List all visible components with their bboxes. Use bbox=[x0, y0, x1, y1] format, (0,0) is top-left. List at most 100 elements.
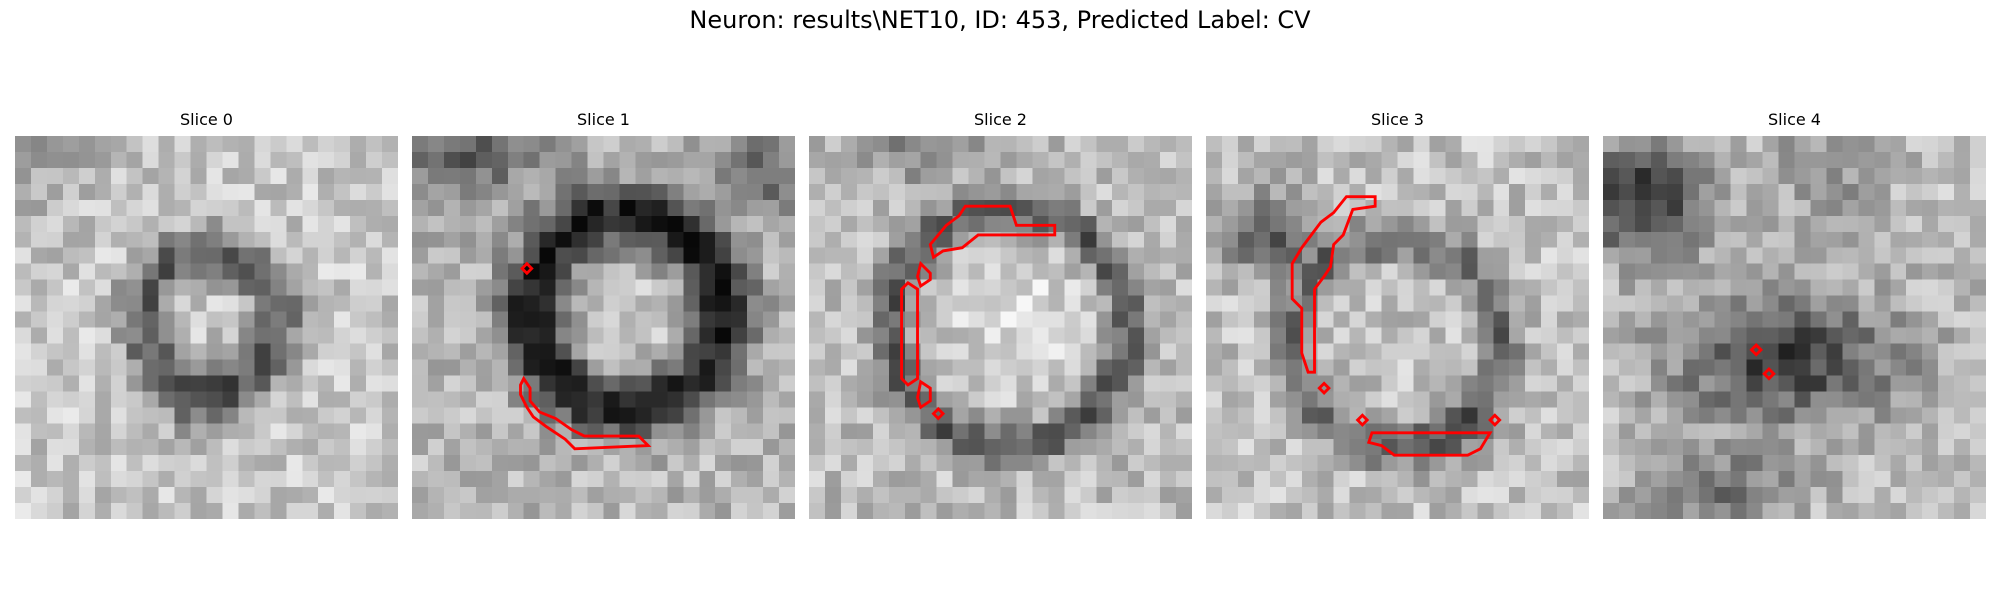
pixel bbox=[1048, 183, 1065, 201]
pixel bbox=[1237, 295, 1255, 312]
pixel bbox=[779, 279, 795, 296]
pixel bbox=[1176, 487, 1192, 504]
pixel bbox=[731, 279, 748, 296]
pixel bbox=[1954, 359, 1971, 376]
pixel bbox=[302, 231, 319, 249]
pixel bbox=[1176, 471, 1192, 488]
pixel bbox=[779, 503, 795, 519]
pixel bbox=[920, 167, 937, 185]
pixel bbox=[491, 183, 509, 201]
pixel bbox=[94, 183, 112, 201]
pixel bbox=[1826, 183, 1843, 201]
pixel bbox=[238, 215, 255, 233]
pixel bbox=[1016, 503, 1033, 519]
pixel bbox=[286, 359, 303, 376]
pixel bbox=[1618, 375, 1636, 392]
pixel bbox=[1000, 359, 1017, 376]
pixel bbox=[190, 471, 207, 488]
pixel bbox=[747, 167, 764, 185]
pixel bbox=[1525, 151, 1542, 169]
pixel bbox=[1206, 136, 1223, 153]
pixel bbox=[904, 231, 922, 249]
pixel bbox=[350, 263, 367, 280]
pixel bbox=[78, 439, 96, 456]
pixel bbox=[1557, 247, 1574, 264]
pixel bbox=[1666, 231, 1684, 249]
pixel bbox=[1461, 487, 1478, 504]
pixel bbox=[270, 295, 287, 312]
pixel bbox=[1269, 375, 1287, 392]
pixel bbox=[350, 295, 367, 312]
pixel bbox=[699, 167, 716, 185]
pixel bbox=[984, 183, 1001, 201]
pixel bbox=[1365, 391, 1382, 408]
pixel bbox=[1922, 247, 1939, 264]
pixel bbox=[1461, 295, 1478, 312]
pixel bbox=[1285, 359, 1303, 376]
pixel bbox=[270, 167, 287, 185]
pixel bbox=[824, 375, 842, 392]
pixel bbox=[366, 503, 383, 519]
pixel bbox=[763, 503, 780, 519]
pixel bbox=[1826, 231, 1843, 249]
pixel bbox=[350, 136, 367, 153]
pixel bbox=[302, 423, 319, 440]
pixel bbox=[427, 327, 445, 344]
pixel bbox=[1954, 167, 1971, 185]
pixel bbox=[1301, 487, 1319, 504]
pixel bbox=[872, 263, 890, 280]
pixel bbox=[1666, 295, 1684, 312]
pixel bbox=[763, 471, 780, 488]
pixel bbox=[1762, 439, 1779, 456]
pixel bbox=[1794, 151, 1811, 169]
pixel bbox=[1650, 136, 1668, 153]
pixel bbox=[984, 263, 1001, 280]
pixel bbox=[1413, 391, 1430, 408]
pixel bbox=[1826, 503, 1843, 519]
pixel bbox=[190, 311, 207, 328]
pixel bbox=[1253, 151, 1271, 169]
pixel bbox=[888, 215, 906, 233]
pixel bbox=[254, 359, 271, 376]
pixel bbox=[571, 167, 588, 185]
pixel bbox=[459, 183, 477, 201]
pixel bbox=[350, 439, 367, 456]
pixel bbox=[382, 375, 398, 392]
pixel bbox=[158, 487, 175, 504]
pixel bbox=[840, 279, 858, 296]
pixel bbox=[491, 407, 509, 424]
pixel bbox=[587, 391, 604, 408]
pixel bbox=[1762, 151, 1779, 169]
pixel bbox=[1634, 327, 1652, 344]
pixel bbox=[952, 407, 969, 424]
pixel bbox=[1365, 231, 1382, 249]
pixel bbox=[1477, 199, 1494, 217]
pixel bbox=[475, 151, 493, 169]
pixel bbox=[1557, 151, 1574, 169]
pixel bbox=[1874, 136, 1891, 153]
pixel bbox=[824, 471, 842, 488]
pixel bbox=[318, 471, 335, 488]
pixel bbox=[110, 247, 128, 264]
pixel bbox=[539, 247, 556, 264]
pixel bbox=[94, 375, 112, 392]
pixel bbox=[1333, 423, 1350, 440]
pixel bbox=[62, 279, 80, 296]
pixel bbox=[824, 136, 842, 153]
pixel bbox=[920, 343, 937, 360]
pixel bbox=[1603, 407, 1620, 424]
pixel bbox=[968, 151, 985, 169]
pixel bbox=[763, 391, 780, 408]
pixel bbox=[603, 487, 620, 504]
pixel bbox=[731, 231, 748, 249]
pixel bbox=[1128, 455, 1145, 472]
pixel bbox=[443, 439, 461, 456]
pixel bbox=[683, 391, 700, 408]
pixel bbox=[427, 471, 445, 488]
pixel bbox=[1429, 391, 1446, 408]
pixel bbox=[126, 359, 143, 376]
pixel bbox=[555, 487, 572, 504]
pixel bbox=[715, 439, 732, 456]
pixel bbox=[491, 471, 509, 488]
pixel bbox=[1221, 343, 1239, 360]
